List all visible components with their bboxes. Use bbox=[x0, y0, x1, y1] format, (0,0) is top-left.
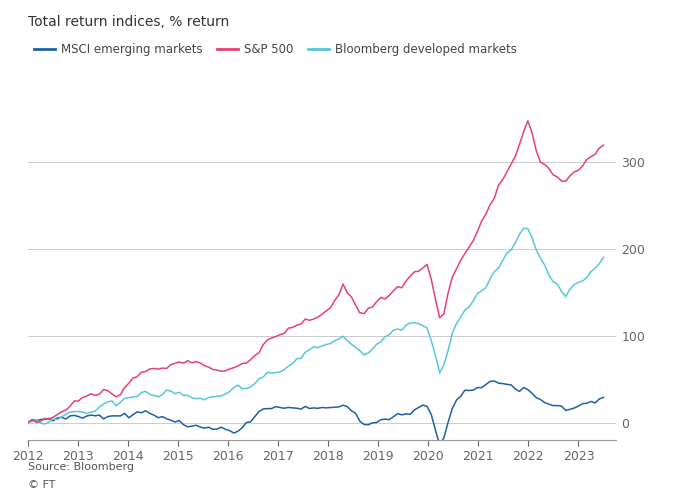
Legend: MSCI emerging markets, S&P 500, Bloomberg developed markets: MSCI emerging markets, S&P 500, Bloomber… bbox=[34, 44, 517, 57]
Text: © FT: © FT bbox=[28, 480, 55, 490]
Text: Source: Bloomberg: Source: Bloomberg bbox=[28, 462, 134, 472]
Text: Total return indices, % return: Total return indices, % return bbox=[28, 15, 230, 29]
